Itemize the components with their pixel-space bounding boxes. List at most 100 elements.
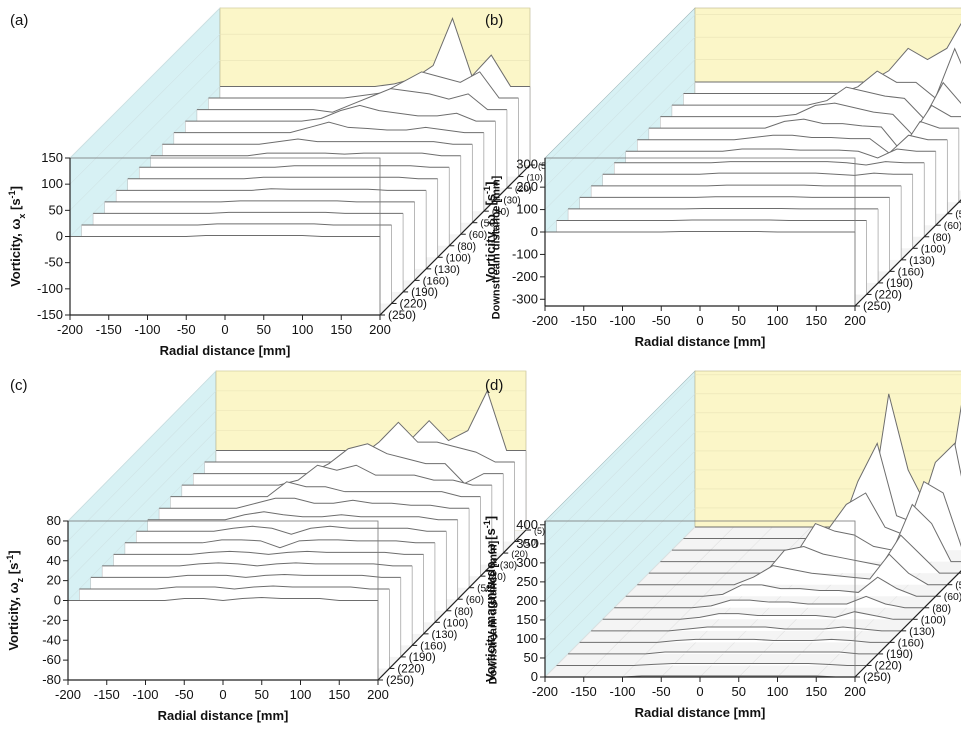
- x-tick-label: 200: [844, 313, 866, 328]
- slice-fill: [70, 235, 380, 315]
- series-line: [625, 576, 936, 597]
- x-tick-label: -200: [532, 684, 558, 699]
- side-gridline: [69, 86, 221, 237]
- z-tick-label: (80): [932, 232, 951, 244]
- series-line: [579, 196, 890, 198]
- x-tick-label: 0: [221, 322, 228, 337]
- series-line: [660, 503, 961, 563]
- x-tick-label: 50: [257, 322, 271, 337]
- series-line: [637, 134, 948, 154]
- y-tick-label: 100: [516, 631, 538, 646]
- y-tick-label: 60: [47, 533, 61, 548]
- y-tick-label: 100: [516, 202, 538, 217]
- y-tick-label: 150: [516, 612, 538, 627]
- z-tick-label: (190): [409, 652, 436, 664]
- y-label-subscript: y: [492, 209, 502, 214]
- side-gridline: [544, 59, 696, 210]
- y-label-unit-end: ]: [6, 550, 21, 554]
- y-label-exponent: -1: [482, 186, 492, 194]
- series-line: [671, 81, 961, 120]
- z-tick-label: (220): [400, 297, 428, 310]
- y-tick-label: 0: [56, 229, 63, 244]
- side-gridline: [67, 370, 217, 522]
- series-line: [695, 22, 961, 83]
- z-tick-label: (20): [515, 184, 532, 195]
- y-label-unit-end: ]: [8, 186, 23, 190]
- side-gridline: [67, 450, 217, 601]
- z-tick-label: (40): [492, 207, 510, 218]
- y-tick-label: -40: [42, 632, 61, 647]
- z-axis-line: [854, 199, 961, 307]
- z-tick-label: (130): [434, 264, 460, 276]
- x-tick-label: 0: [696, 313, 703, 328]
- x-tick-label: -50: [652, 684, 671, 699]
- side-gridline: [544, 36, 696, 188]
- side-gridline: [544, 393, 696, 545]
- x-tick-label: 100: [767, 313, 789, 328]
- z-tick-label: (220): [397, 662, 425, 675]
- y-label-subscript: z: [15, 577, 25, 582]
- z-tick-label: (5): [534, 526, 545, 536]
- x-axis-label: Radial distance [mm]: [160, 343, 291, 358]
- y-tick-label: 80: [47, 513, 61, 528]
- y-tick-label: 0: [531, 224, 538, 239]
- series-line: [90, 573, 401, 578]
- series-line: [70, 234, 380, 237]
- y-label-unit: [s: [6, 563, 21, 578]
- y-tick-label: 250: [516, 574, 538, 589]
- z-axis-label: Downstream distance [mm]: [491, 175, 503, 319]
- slice-fill: [648, 535, 959, 574]
- panel-label: (d): [485, 377, 503, 394]
- z-tick-label: (160): [898, 266, 925, 278]
- z-tick-label: (100): [446, 252, 471, 264]
- y-label-unit: [s: [483, 528, 498, 543]
- slice-fill: [671, 481, 961, 551]
- slice-fill: [591, 627, 902, 631]
- z-tick-label: (60): [466, 595, 484, 606]
- series-line: [170, 481, 481, 498]
- side-gridline: [69, 33, 221, 185]
- x-tick-label: -150: [94, 687, 120, 702]
- x-tick-label: 100: [767, 684, 789, 699]
- slice-fill: [545, 231, 855, 306]
- series-line: [637, 553, 948, 586]
- y-tick-label: -20: [42, 612, 61, 627]
- side-gridline: [544, 469, 696, 621]
- x-tick-label: -150: [571, 313, 597, 328]
- z-tick-label: (80): [454, 606, 473, 618]
- y-tick-label: 50: [49, 202, 63, 217]
- x-axis-label: Radial distance [mm]: [158, 708, 289, 723]
- x-tick-label: -150: [96, 322, 122, 337]
- y-label-subscript: x: [17, 214, 27, 219]
- z-tick-label: (220): [875, 659, 903, 672]
- x-axis-label: Radial distance [mm]: [635, 705, 766, 720]
- z-tick-label: (190): [411, 287, 438, 299]
- y-tick-label: 200: [516, 593, 538, 608]
- series-line: [124, 539, 435, 549]
- y-axis-label: Vorticity, ωx [s-1]: [7, 186, 27, 287]
- z-tick-label: (10): [526, 173, 542, 183]
- z-tick-label: (250): [863, 299, 891, 313]
- z-tick-label: (100): [921, 614, 946, 626]
- y-tick-label: -100: [512, 246, 538, 261]
- z-tick-label: (160): [420, 640, 447, 652]
- y-tick-label: 0: [531, 669, 538, 684]
- x-axis-label: Radial distance [mm]: [635, 334, 766, 349]
- z-axis-label: Downstream distance [mm]: [488, 540, 500, 684]
- side-gridline: [544, 450, 696, 602]
- x-tick-label: 200: [844, 684, 866, 699]
- floor-gridline: [583, 526, 734, 678]
- z-tick-label: (100): [921, 243, 946, 255]
- x-tick-label: -200: [532, 313, 558, 328]
- y-label-unit: [s: [8, 198, 23, 213]
- x-tick-label: 150: [805, 313, 827, 328]
- z-tick-label: (60): [469, 230, 487, 241]
- y-label-exponent: -1: [5, 555, 15, 563]
- z-tick-label: (250): [386, 673, 414, 687]
- slice-fill: [625, 577, 936, 597]
- y-tick-label: 400: [516, 517, 538, 532]
- series-line: [614, 161, 925, 166]
